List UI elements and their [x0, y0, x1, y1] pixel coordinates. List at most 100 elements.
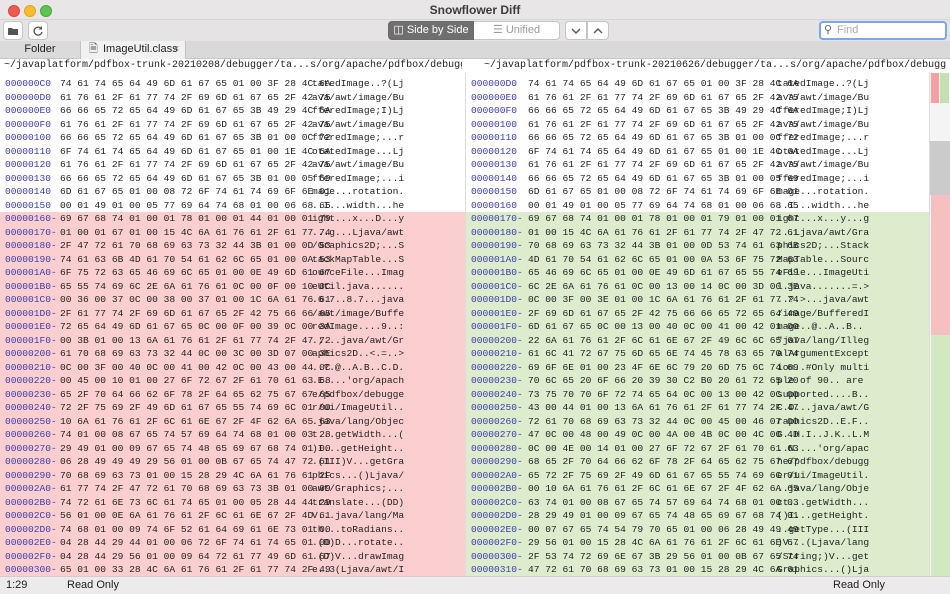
left-hex-row: 000001E0- 72 65 64 49 6D 61 67 65 0C 00 0… [0, 320, 465, 334]
row-ascii: er/ui/ImageUtil. [777, 469, 870, 481]
row-ascii: redImage....9..: [312, 321, 405, 332]
row-offset: 000002E0- [471, 523, 523, 535]
row-ascii: .;...java/awt/Gr [312, 334, 405, 346]
row-ascii: ...Ljava/awt/Gra [777, 226, 870, 238]
row-ascii: ion..#Only multi [777, 361, 870, 373]
row-ascii: tatedImage..?(Lj [777, 78, 870, 89]
row-offset: 000002F0- [471, 537, 523, 548]
row-ascii: ava/awt/image/Bu [312, 118, 405, 130]
previous-difference-button[interactable] [587, 21, 609, 40]
unified-button[interactable]: ☰ Unified [474, 21, 560, 40]
left-hex-row: 000001F0- 00 3B 01 00 13 6A 61 76 61 2F 6… [0, 333, 465, 347]
row-hex-bytes: 6D 61 67 65 0C 00 13 00 40 0C 00 41 00 4… [528, 321, 799, 332]
row-offset: 00000200- [5, 348, 57, 359]
row-hex-bytes: 47 72 61 70 68 69 63 73 01 00 15 28 29 4… [528, 564, 799, 575]
row-ascii: ourceFile...Imag [312, 267, 405, 278]
left-hex-row: 000001B0- 65 55 74 69 6C 2E 6A 61 76 61 0… [0, 279, 465, 293]
row-offset: 000001D0- [471, 294, 523, 305]
cursor-position: 1:29 [6, 579, 28, 591]
row-hex-bytes: 74 68 01 00 09 74 6F 52 61 64 69 61 6E 7… [60, 523, 331, 535]
row-hex-bytes: 00 07 67 65 74 54 79 70 65 01 00 06 28 4… [528, 523, 799, 535]
row-ascii: th...toRadians.. [312, 523, 405, 535]
row-hex-bytes: 61 77 74 2F 47 72 61 70 68 69 63 73 3B 0… [60, 483, 331, 494]
chevron-up-icon [593, 28, 603, 34]
row-hex-bytes: 61 76 61 2F 61 77 74 2F 69 6D 61 67 65 2… [60, 159, 331, 170]
row-offset: 00000140 [5, 186, 52, 197]
left-hex-row: 000001C0- 00 36 00 37 0C 00 38 00 37 01 0… [0, 293, 465, 307]
row-hex-bytes: 68 65 2F 70 64 66 62 6F 78 2F 64 65 62 7… [528, 456, 799, 467]
row-ascii: fferedImage;I)Lj [777, 105, 870, 116]
right-hex-row: 00000180- 01 00 15 4C 6A 61 76 61 2F 61 7… [466, 225, 929, 239]
title-bar: Snowflower Diff [0, 0, 950, 20]
row-ascii: ava/awt/image/Bu [312, 91, 405, 103]
find-input[interactable]: ⚲ Find [819, 21, 947, 40]
row-hex-bytes: 22 6A 61 76 61 2F 6C 61 6E 67 2F 49 6C 6… [528, 334, 799, 346]
left-hex-row: 00000170- 01 00 01 67 01 00 15 4C 6A 61 7… [0, 225, 465, 239]
right-hex-row: 000002F0- 29 56 01 00 15 28 4C 6A 61 76 6… [466, 536, 929, 550]
diff-overview-bar[interactable] [929, 73, 950, 576]
row-hex-bytes: 61 70 68 69 63 73 32 44 0C 00 3C 00 3D 0… [60, 348, 331, 359]
left-hex-pane[interactable]: 000000C0 74 61 74 65 64 49 6D 61 67 65 01… [0, 73, 465, 576]
row-offset: 00000140 [471, 172, 518, 184]
right-hex-row: 00000200- 22 6A 61 76 61 2F 6C 61 6E 67 2… [466, 333, 929, 347]
unified-label: Unified [505, 24, 541, 36]
row-ascii: )V...(Ljava/lang [777, 537, 870, 548]
row-ascii: alArgumentExcept [777, 348, 870, 359]
row-hex-bytes: 69 67 68 74 01 00 01 78 01 00 01 79 01 0… [528, 213, 799, 224]
row-ascii: ..java/lang/Obje [777, 483, 870, 494]
right-hex-row: 000002E0- 00 07 67 65 74 54 79 70 65 01 0… [466, 522, 929, 536]
row-offset: 00000170- [5, 226, 57, 238]
row-offset: 000001F0- [471, 321, 523, 332]
left-hex-row: 000002B0- 74 72 61 6E 73 6C 61 74 65 01 0… [0, 495, 465, 509]
row-hex-bytes: 6F 74 61 74 65 64 49 6D 61 67 65 01 00 1… [528, 145, 799, 157]
row-offset: 000001B0- [5, 280, 57, 292]
row-ascii: V...java/lang/Ma [312, 510, 405, 521]
row-offset: 000001B0- [471, 267, 523, 278]
row-offset: 00000260- [5, 429, 57, 440]
left-mode: Read Only [67, 579, 119, 591]
refresh-button[interactable] [28, 21, 48, 40]
right-hex-row: 000000E0 61 76 61 2F 61 77 74 2F 69 6D 61… [466, 91, 929, 105]
next-difference-button[interactable] [565, 21, 587, 40]
row-offset: 00000210- [5, 361, 57, 373]
row-offset: 000000F0 [471, 105, 518, 116]
left-hex-row: 00000280- 06 28 49 49 49 29 56 01 00 0B 6… [0, 455, 465, 469]
row-offset: 000001A0- [5, 267, 57, 278]
right-hex-pane[interactable]: 000000D0 74 61 74 65 64 49 6D 61 67 65 01… [465, 73, 929, 576]
row-ascii: ava/awt/image/Bu [777, 91, 870, 103]
open-folder-button[interactable] [3, 21, 23, 40]
left-hex-row: 00000150 00 01 49 01 00 05 77 69 64 74 68… [0, 199, 465, 213]
tab-folder[interactable]: Folder [0, 41, 81, 58]
row-offset: 00000110 [471, 132, 518, 143]
row-offset: 000002A0- [471, 469, 523, 481]
side-by-side-button[interactable]: ◫ Side by Side [388, 21, 474, 40]
tab-file[interactable]: 🗎 ImageUtil.class × [81, 41, 186, 59]
row-ascii: .6.7..8.7...java [312, 294, 405, 305]
tab-bar: Folder 🗎 ImageUtil.class × [0, 41, 950, 59]
row-hex-bytes: 74 01 00 08 67 65 74 57 69 64 74 68 01 0… [60, 429, 331, 440]
row-ascii: fferedImage;...r [312, 132, 405, 143]
left-hex-row: 00000270- 29 49 01 00 09 67 65 74 48 65 6… [0, 441, 465, 455]
close-window-button[interactable] [8, 5, 20, 17]
row-hex-bytes: 66 66 65 72 65 64 49 6D 61 67 65 3B 49 2… [528, 105, 799, 116]
row-offset: 00000190- [5, 253, 57, 265]
row-hex-bytes: 6F 74 61 74 65 64 49 6D 61 67 65 01 00 1… [60, 145, 331, 157]
row-offset: 00000260- [471, 415, 523, 427]
zoom-window-button[interactable] [40, 5, 52, 17]
row-hex-bytes: 65 46 69 6C 65 01 00 0E 49 6D 61 67 65 5… [528, 267, 799, 278]
row-offset: 00000130 [5, 172, 52, 184]
row-offset: 00000170- [471, 213, 523, 224]
row-offset: 000001C0- [471, 280, 523, 292]
row-hex-bytes: 61 76 61 2F 61 77 74 2F 69 6D 61 67 65 2… [528, 91, 799, 103]
row-hex-bytes: 00 3B 01 00 13 6A 61 76 61 2F 61 77 74 2… [60, 334, 331, 346]
left-hex-row: 00000180- 2F 47 72 61 70 68 69 63 73 32 4… [0, 239, 465, 253]
minimize-window-button[interactable] [24, 5, 36, 17]
row-hex-bytes: 00 10 6A 61 76 61 2F 6C 61 6E 67 2F 4F 6… [528, 483, 799, 494]
right-hex-row: 000001C0- 6C 2E 6A 61 76 61 0C 00 13 00 1… [466, 279, 929, 293]
right-hex-row: 000002B0- 00 10 6A 61 76 61 2F 6C 61 6E 6… [466, 482, 929, 496]
overview-added-marker [931, 335, 950, 576]
row-hex-bytes: 72 65 64 49 6D 61 67 65 0C 00 0F 00 39 0… [60, 321, 331, 332]
close-tab-icon[interactable]: × [173, 43, 180, 55]
overview-viewport[interactable] [930, 141, 950, 195]
